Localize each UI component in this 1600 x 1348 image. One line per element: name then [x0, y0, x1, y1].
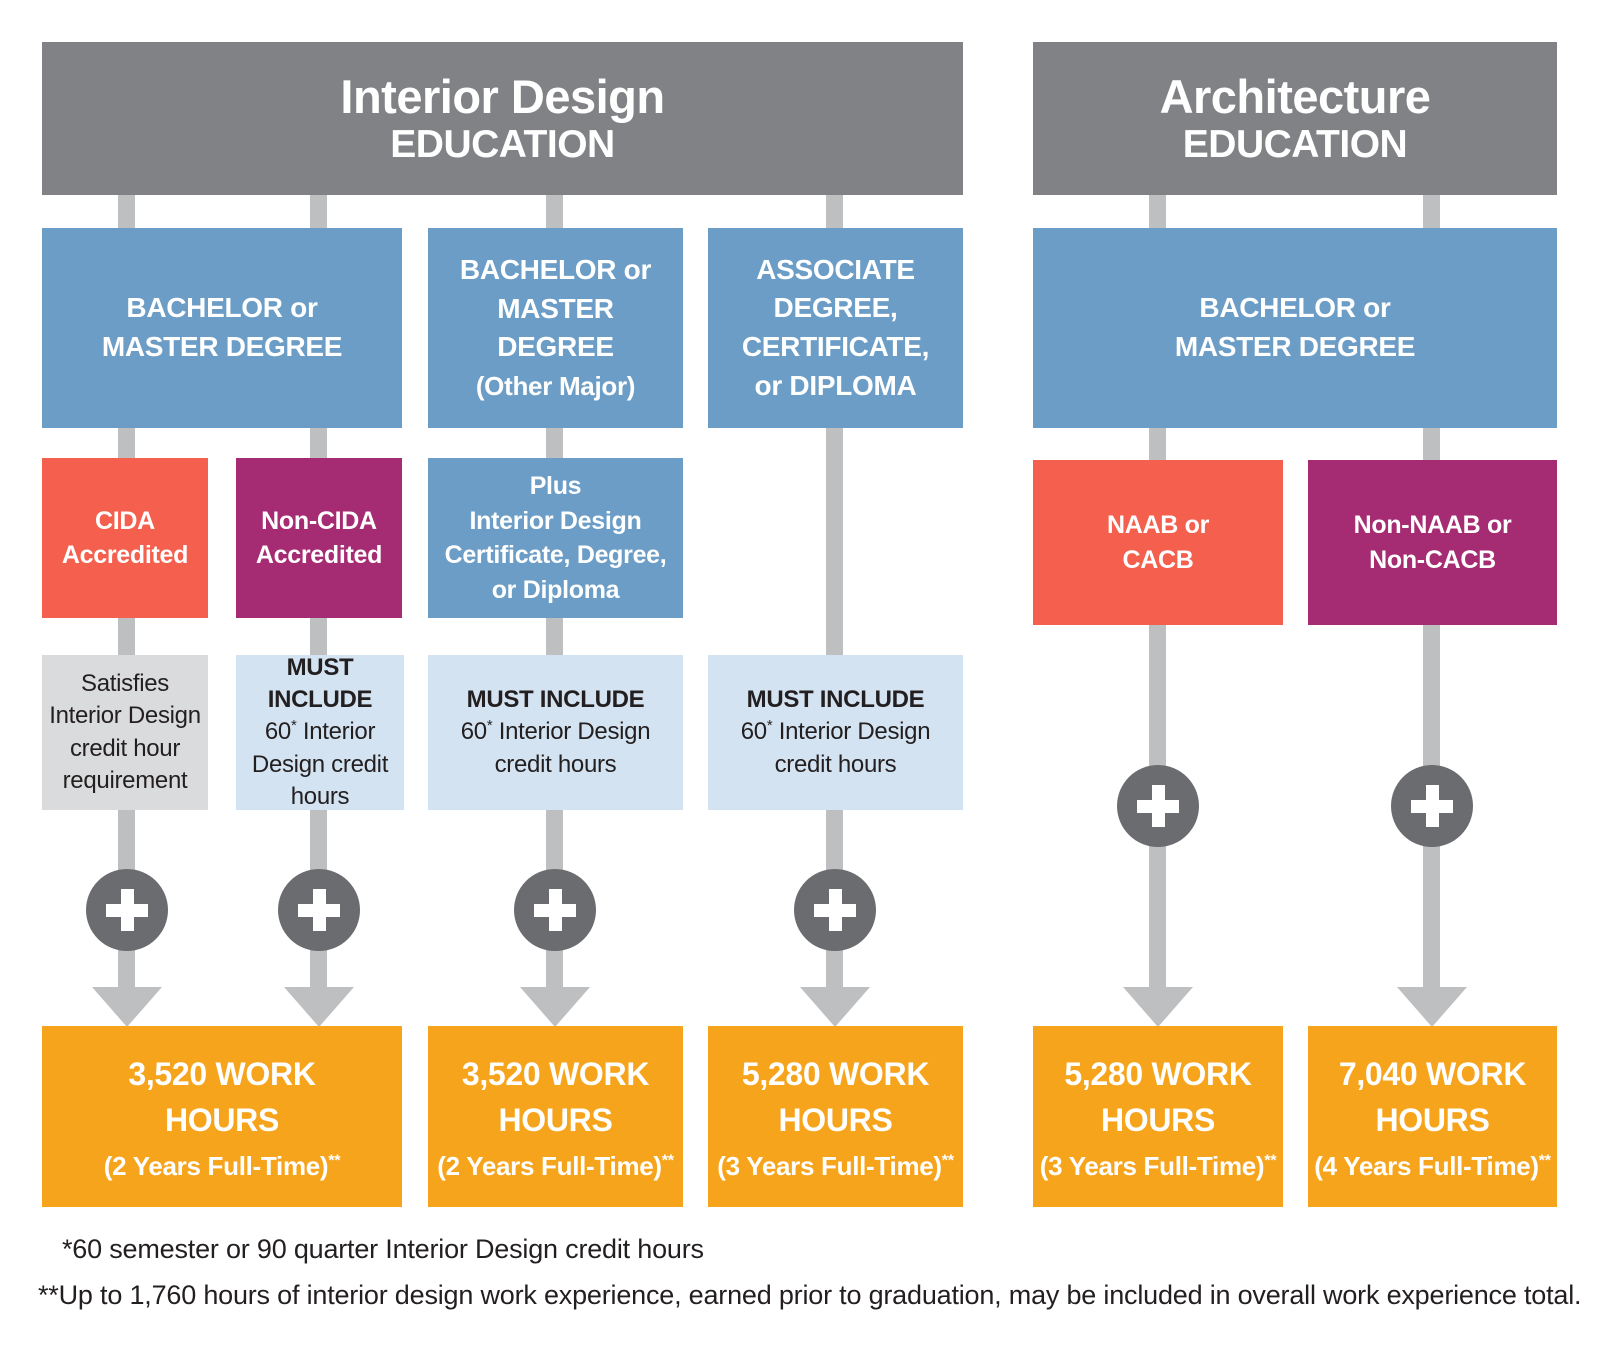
footnote-credit-hours: *60 semester or 90 quarter Interior Desi… [62, 1234, 704, 1264]
credit-hours-text: 60* Interior Design credit hours [460, 718, 651, 778]
interior-design-education-header: Interior Design EDUCATION [42, 42, 963, 195]
accreditation-box-naab-cacb: NAAB or CACB [1033, 460, 1283, 625]
must-include-label: MUST INCLUDE [267, 653, 373, 713]
arrow-down-icon [1397, 987, 1467, 1027]
degree-box-associate-certificate-diploma: ASSOCIATE DEGREE, CERTIFICATE, or DIPLOM… [708, 228, 963, 428]
plus-icon [86, 869, 168, 951]
arrow-down-icon [800, 987, 870, 1027]
accreditation-box-cida: CIDA Accredited [42, 458, 208, 618]
degree-box-note: (Other Major) [475, 371, 636, 401]
work-hours-value: 3,520 WORK HOURS [461, 1055, 650, 1138]
work-hours-duration: (3 Years Full-Time)** [1039, 1151, 1277, 1182]
work-hours-value: 5,280 WORK HOURS [1064, 1055, 1252, 1138]
credit-hours-text: 60* Interior Design credit hours [251, 718, 389, 811]
work-hours-value: 3,520 WORK HOURS [128, 1055, 316, 1138]
accreditation-box-non-naab-non-cacb: Non-NAAB or Non-CACB [1308, 460, 1557, 625]
work-hours-box-5280-a: 5,280 WORK HOURS (3 Years Full-Time)** [708, 1026, 963, 1207]
requirement-box-must-include-3: MUST INCLUDE 60* Interior Design credit … [708, 655, 963, 810]
work-hours-box-5280-b: 5,280 WORK HOURS (3 Years Full-Time)** [1033, 1026, 1283, 1207]
header-title: Architecture [1159, 70, 1431, 124]
plus-icon [514, 869, 596, 951]
must-include-label: MUST INCLUDE [466, 685, 645, 713]
degree-box-arch-bachelor-master: BACHELOR or MASTER DEGREE [1033, 228, 1557, 428]
work-hours-box-3520-b: 3,520 WORK HOURS (2 Years Full-Time)** [428, 1026, 683, 1207]
arrow-down-icon [92, 987, 162, 1027]
header-subtitle: EDUCATION [390, 123, 615, 167]
work-hours-value: 7,040 WORK HOURS [1338, 1055, 1527, 1138]
plus-icon [1117, 765, 1199, 847]
work-hours-duration: (2 Years Full-Time)** [437, 1151, 674, 1182]
must-include-label: MUST INCLUDE [746, 685, 925, 713]
degree-box-bachelor-master: BACHELOR or MASTER DEGREE [42, 228, 402, 428]
header-title: Interior Design [340, 70, 665, 124]
degree-box-bachelor-master-other-major: BACHELOR or MASTER DEGREE (Other Major) [428, 228, 683, 428]
work-hours-box-3520-a: 3,520 WORK HOURS (2 Years Full-Time)** [42, 1026, 402, 1207]
accreditation-box-non-cida: Non-CIDA Accredited [236, 458, 402, 618]
requirement-box-must-include-2: MUST INCLUDE 60* Interior Design credit … [428, 655, 683, 810]
arrow-down-icon [520, 987, 590, 1027]
work-hours-duration: (4 Years Full-Time)** [1314, 1151, 1551, 1182]
plus-icon [278, 869, 360, 951]
work-hours-box-7040: 7,040 WORK HOURS (4 Years Full-Time)** [1308, 1026, 1557, 1207]
work-hours-duration: (2 Years Full-Time)** [103, 1151, 341, 1182]
accreditation-box-plus-id-certificate: Plus Interior Design Certificate, Degree… [428, 458, 683, 618]
plus-icon [794, 869, 876, 951]
work-hours-value: 5,280 WORK HOURS [741, 1055, 930, 1138]
footnote-work-experience: **Up to 1,760 hours of interior design w… [38, 1280, 1582, 1310]
requirement-box-satisfies: Satisfies Interior Design credit hour re… [42, 655, 208, 810]
credit-hours-text: 60* Interior Design credit hours [740, 718, 931, 778]
arrow-down-icon [284, 987, 354, 1027]
architecture-education-header: Architecture EDUCATION [1033, 42, 1557, 195]
arrow-down-icon [1123, 987, 1193, 1027]
plus-icon [1391, 765, 1473, 847]
requirement-box-must-include-1: MUST INCLUDE 60* Interior Design credit … [236, 653, 404, 811]
degree-box-label: BACHELOR or MASTER DEGREE [459, 254, 652, 363]
work-hours-duration: (3 Years Full-Time)** [717, 1151, 954, 1182]
header-subtitle: EDUCATION [1182, 123, 1408, 167]
